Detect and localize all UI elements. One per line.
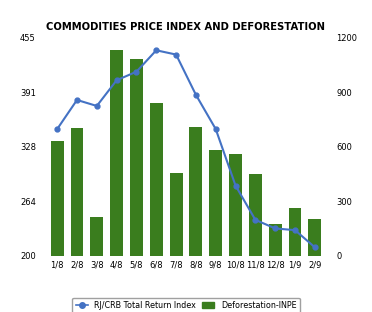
Bar [90, 217, 103, 256]
Bar [269, 224, 282, 256]
Legend: RJ/CRB Total Return Index, Deforestation-INPE: RJ/CRB Total Return Index, Deforestation… [72, 298, 300, 312]
Bar [209, 150, 222, 256]
Title: COMMODITIES PRICE INDEX AND DEFORESTATION: COMMODITIES PRICE INDEX AND DEFORESTATIO… [46, 22, 326, 32]
Bar [51, 141, 64, 256]
Bar [170, 173, 183, 256]
Bar [150, 103, 163, 256]
Bar [130, 59, 143, 256]
Bar [229, 154, 242, 256]
Bar [249, 174, 262, 256]
Bar [110, 50, 123, 256]
Bar [308, 218, 321, 256]
Bar [289, 207, 301, 256]
Bar [71, 129, 83, 256]
Bar [189, 127, 202, 256]
